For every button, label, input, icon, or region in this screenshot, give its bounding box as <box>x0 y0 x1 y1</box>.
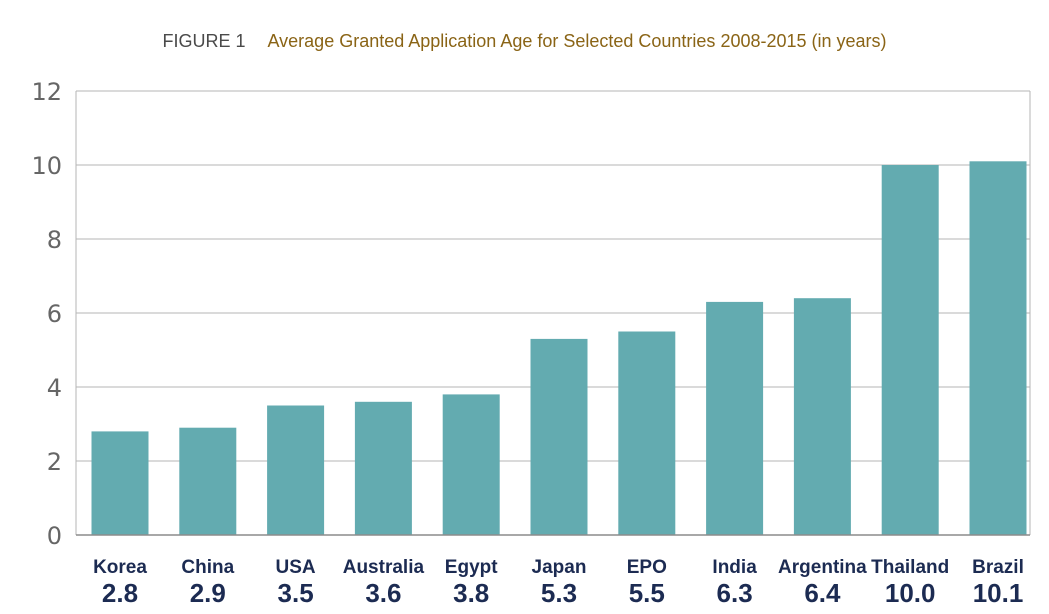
bar-argentina <box>793 298 851 535</box>
y-tick-label: 4 <box>47 374 62 402</box>
value-label: 3.5 <box>278 578 314 608</box>
category-label: Egypt <box>445 557 498 578</box>
value-label: 6.4 <box>804 578 841 608</box>
y-tick-label: 6 <box>47 300 62 328</box>
category-label: Japan <box>532 557 587 578</box>
category-label: Brazil <box>972 557 1024 578</box>
value-label: 5.3 <box>541 578 577 608</box>
bar-epo <box>618 331 676 535</box>
category-label: EPO <box>627 557 667 578</box>
bar-australia <box>354 401 412 535</box>
value-label: 10.0 <box>885 578 936 608</box>
category-label: USA <box>276 557 316 578</box>
bar-brazil <box>969 161 1027 536</box>
bar-korea <box>91 431 149 535</box>
y-tick-label: 12 <box>31 78 62 106</box>
value-label: 3.6 <box>365 578 401 608</box>
value-label: 5.5 <box>629 578 665 608</box>
value-label: 10.1 <box>973 578 1024 608</box>
value-label: 3.8 <box>453 578 489 608</box>
y-tick-label: 2 <box>47 448 62 476</box>
category-label: China <box>181 557 234 578</box>
category-label: Australia <box>343 557 425 578</box>
figure-label: FIGURE 1 <box>162 31 246 51</box>
chart-title-row: FIGURE 1 Average Granted Application Age… <box>0 30 1049 52</box>
y-tick-label: 10 <box>31 152 62 180</box>
category-label: Argentina <box>778 557 867 578</box>
bar-india <box>706 301 764 535</box>
bar-china <box>179 427 237 535</box>
bar-japan <box>530 338 588 535</box>
bar-egypt <box>442 394 500 535</box>
chart-title: Average Granted Application Age for Sele… <box>267 31 887 51</box>
value-label: 6.3 <box>717 578 753 608</box>
category-label: Thailand <box>871 557 949 578</box>
bar-thailand <box>881 165 939 535</box>
y-tick-label: 8 <box>47 226 62 254</box>
category-label: Korea <box>93 557 147 578</box>
bar-usa <box>267 405 325 535</box>
value-label: 2.8 <box>102 578 138 608</box>
y-tick-label: 0 <box>47 522 62 550</box>
category-label: India <box>712 557 757 578</box>
value-label: 2.9 <box>190 578 226 608</box>
